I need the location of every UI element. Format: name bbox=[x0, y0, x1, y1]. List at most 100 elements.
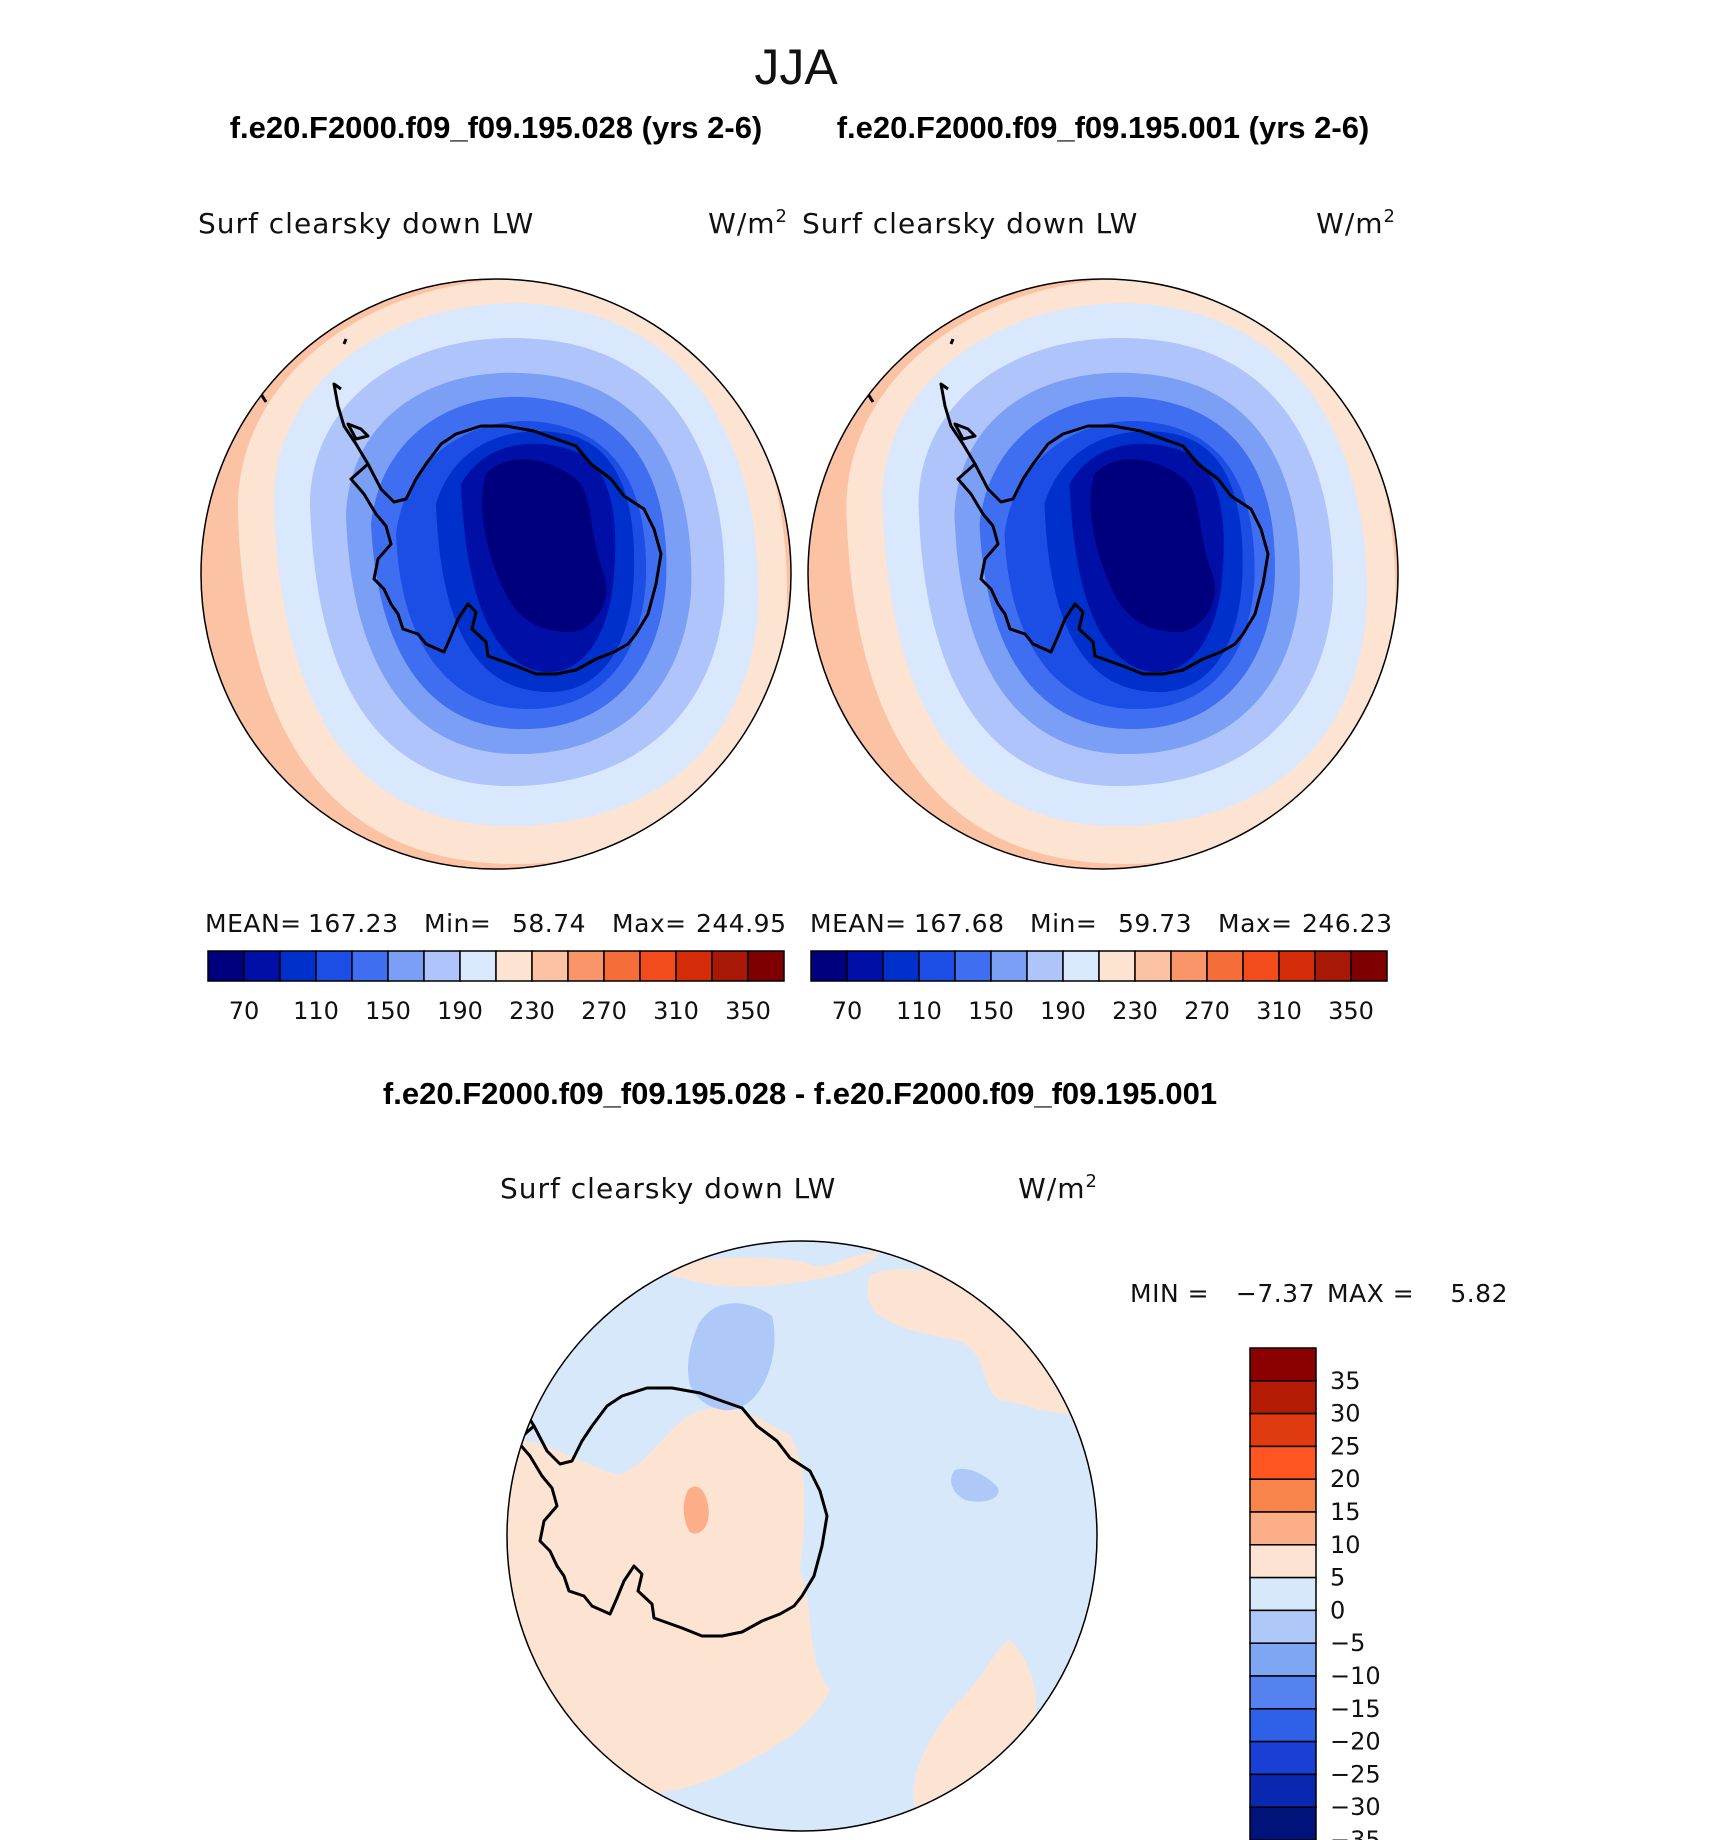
map-diff-border bbox=[506, 1240, 1098, 1832]
min-label-diff: MIN = bbox=[1130, 1279, 1209, 1308]
colorbar-right: 70 110 150 190 230 270 310 350 bbox=[810, 950, 1388, 1025]
colorbar-right-swatch-14 bbox=[1314, 950, 1352, 982]
colorbar-left-swatch-7 bbox=[459, 950, 497, 982]
colorbar-right-swatch-11 bbox=[1206, 950, 1244, 982]
max-label-diff: MAX = bbox=[1327, 1279, 1414, 1308]
map-left-border bbox=[200, 278, 792, 870]
colorbar-left-tick-7: 350 bbox=[725, 997, 771, 1025]
colorbar-left-tick-3: 190 bbox=[437, 997, 483, 1025]
colorbar-right-swatch-9 bbox=[1134, 950, 1172, 982]
colorbar-right-tick-1: 110 bbox=[896, 997, 942, 1025]
stats-diff: MIN = −7.37 MAX = 5.82 bbox=[1130, 1279, 1508, 1308]
colorbar-left-swatch-1 bbox=[243, 950, 281, 982]
colorbar-diff-swatch-5 bbox=[1249, 1511, 1317, 1546]
min-value-diff: −7.37 bbox=[1236, 1279, 1315, 1308]
colorbar-diff-tick-3: 20 bbox=[1330, 1465, 1361, 1493]
colorbar-right-swatch-0 bbox=[810, 950, 848, 982]
colorbar-left-swatch-5 bbox=[387, 950, 425, 982]
colorbar-diff-swatch-10 bbox=[1249, 1675, 1317, 1710]
colorbar-diff: 35 30 25 20 15 10 5 0 −5 −10 −15 −20 −25 −30 −35 bbox=[1249, 1347, 1381, 1840]
colorbar-diff-swatch-2 bbox=[1249, 1412, 1317, 1448]
min-value-left: 58.74 bbox=[512, 909, 586, 938]
colorbar-diff-swatch-4 bbox=[1249, 1478, 1317, 1513]
colorbar-diff-tick-8: −5 bbox=[1330, 1629, 1365, 1657]
colorbar-diff-swatch-0 bbox=[1249, 1347, 1317, 1382]
colorbar-diff-swatch-11 bbox=[1249, 1708, 1317, 1743]
colorbar-left-swatch-4 bbox=[351, 950, 389, 982]
colorbar-diff-tick-10: −15 bbox=[1330, 1695, 1381, 1723]
colorbar-right-swatch-15 bbox=[1350, 950, 1388, 982]
colorbar-diff-swatch-9 bbox=[1249, 1642, 1317, 1677]
colorbar-left-swatch-6 bbox=[423, 950, 461, 982]
colorbar-diff-tick-11: −20 bbox=[1330, 1728, 1381, 1756]
colorbar-diff-tick-14: −35 bbox=[1330, 1826, 1381, 1840]
max-label-right: Max= bbox=[1218, 909, 1293, 938]
max-value-left: 244.95 bbox=[696, 909, 786, 938]
colorbar-right-tick-2: 150 bbox=[968, 997, 1014, 1025]
variable-label-right: Surf clearsky down LW bbox=[802, 207, 1138, 240]
colorbar-diff-swatch-13 bbox=[1249, 1773, 1317, 1808]
season-title: JJA bbox=[754, 39, 838, 95]
colorbar-diff-tick-4: 15 bbox=[1330, 1498, 1361, 1526]
diff-title: f.e20.F2000.f09_f09.195.028 - f.e20.F200… bbox=[383, 1076, 1217, 1111]
max-label-left: Max= bbox=[612, 909, 687, 938]
colorbar-right-tick-6: 310 bbox=[1256, 997, 1302, 1025]
colorbar-right-swatch-3 bbox=[918, 950, 956, 982]
panel-left: f.e20.F2000.f09_f09.195.028 (yrs 2-6) Su… bbox=[198, 110, 792, 1025]
colorbar-left-tick-2: 150 bbox=[365, 997, 411, 1025]
colorbar-right-tick-0: 70 bbox=[832, 997, 863, 1025]
mean-value-left: 167.23 bbox=[308, 909, 398, 938]
colorbar-right-swatch-8 bbox=[1098, 950, 1136, 982]
colorbar-diff-swatch-1 bbox=[1249, 1380, 1317, 1415]
units-label-right: W/m2 bbox=[1316, 206, 1396, 240]
colorbar-right-tick-3: 190 bbox=[1040, 997, 1086, 1025]
colorbar-right-swatch-1 bbox=[846, 950, 884, 982]
map-right-border bbox=[807, 278, 1399, 870]
map-diff bbox=[507, 1241, 1097, 1831]
colorbar-left-swatch-3 bbox=[315, 950, 353, 982]
case-title-left: f.e20.F2000.f09_f09.195.028 (yrs 2-6) bbox=[230, 110, 763, 145]
colorbar-left-swatch-10 bbox=[567, 950, 605, 982]
map-right bbox=[808, 279, 1398, 869]
colorbar-right-swatch-7 bbox=[1062, 950, 1100, 982]
colorbar-left-tick-6: 310 bbox=[653, 997, 699, 1025]
variable-label-left: Surf clearsky down LW bbox=[198, 207, 534, 240]
colorbar-left-swatch-0 bbox=[207, 950, 245, 982]
case-title-right: f.e20.F2000.f09_f09.195.001 (yrs 2-6) bbox=[837, 110, 1370, 145]
colorbar-left-swatch-9 bbox=[531, 950, 569, 982]
colorbar-diff-tick-9: −10 bbox=[1330, 1662, 1381, 1690]
colorbar-left-tick-4: 230 bbox=[509, 997, 555, 1025]
colorbar-diff-tick-1: 30 bbox=[1330, 1400, 1361, 1428]
colorbar-left-tick-0: 70 bbox=[229, 997, 260, 1025]
colorbar-left-swatch-14 bbox=[711, 950, 749, 982]
colorbar-right-tick-7: 350 bbox=[1328, 997, 1374, 1025]
colorbar-left: 70 110 150 190 230 270 310 350 bbox=[207, 950, 785, 1025]
stats-left: MEAN= 167.23 Min= 58.74 Max= 244.95 bbox=[205, 909, 786, 938]
colorbar-diff-tick-12: −25 bbox=[1330, 1760, 1381, 1788]
colorbar-diff-tick-6: 5 bbox=[1330, 1564, 1345, 1592]
mean-label-right: MEAN= bbox=[810, 909, 907, 938]
max-value-diff: 5.82 bbox=[1450, 1279, 1508, 1308]
colorbar-diff-swatch-12 bbox=[1249, 1740, 1317, 1776]
units-label-diff: W/m2 bbox=[1018, 1171, 1098, 1205]
min-value-right: 59.73 bbox=[1118, 909, 1192, 938]
colorbar-diff-swatch-14 bbox=[1249, 1806, 1317, 1840]
colorbar-right-tick-4: 230 bbox=[1112, 997, 1158, 1025]
colorbar-diff-tick-5: 10 bbox=[1330, 1531, 1361, 1559]
mean-label-left: MEAN= bbox=[205, 909, 302, 938]
stats-right: MEAN= 167.68 Min= 59.73 Max= 246.23 bbox=[810, 909, 1392, 938]
colorbar-diff-swatch-7 bbox=[1249, 1576, 1317, 1612]
colorbar-left-swatch-12 bbox=[639, 950, 677, 982]
min-label-right: Min= bbox=[1030, 909, 1097, 938]
panel-right: f.e20.F2000.f09_f09.195.001 (yrs 2-6) Su… bbox=[802, 110, 1399, 1025]
colorbar-left-swatch-15 bbox=[747, 950, 785, 982]
colorbar-left-swatch-8 bbox=[495, 950, 533, 982]
colorbar-right-swatch-6 bbox=[1026, 950, 1064, 982]
colorbar-diff-tick-7: 0 bbox=[1330, 1596, 1345, 1624]
colorbar-left-swatch-13 bbox=[675, 950, 713, 982]
max-value-right: 246.23 bbox=[1302, 909, 1392, 938]
colorbar-right-tick-5: 270 bbox=[1184, 997, 1230, 1025]
colorbar-left-swatch-11 bbox=[603, 950, 641, 982]
map-left bbox=[201, 279, 791, 869]
colorbar-diff-swatch-8 bbox=[1249, 1609, 1317, 1644]
